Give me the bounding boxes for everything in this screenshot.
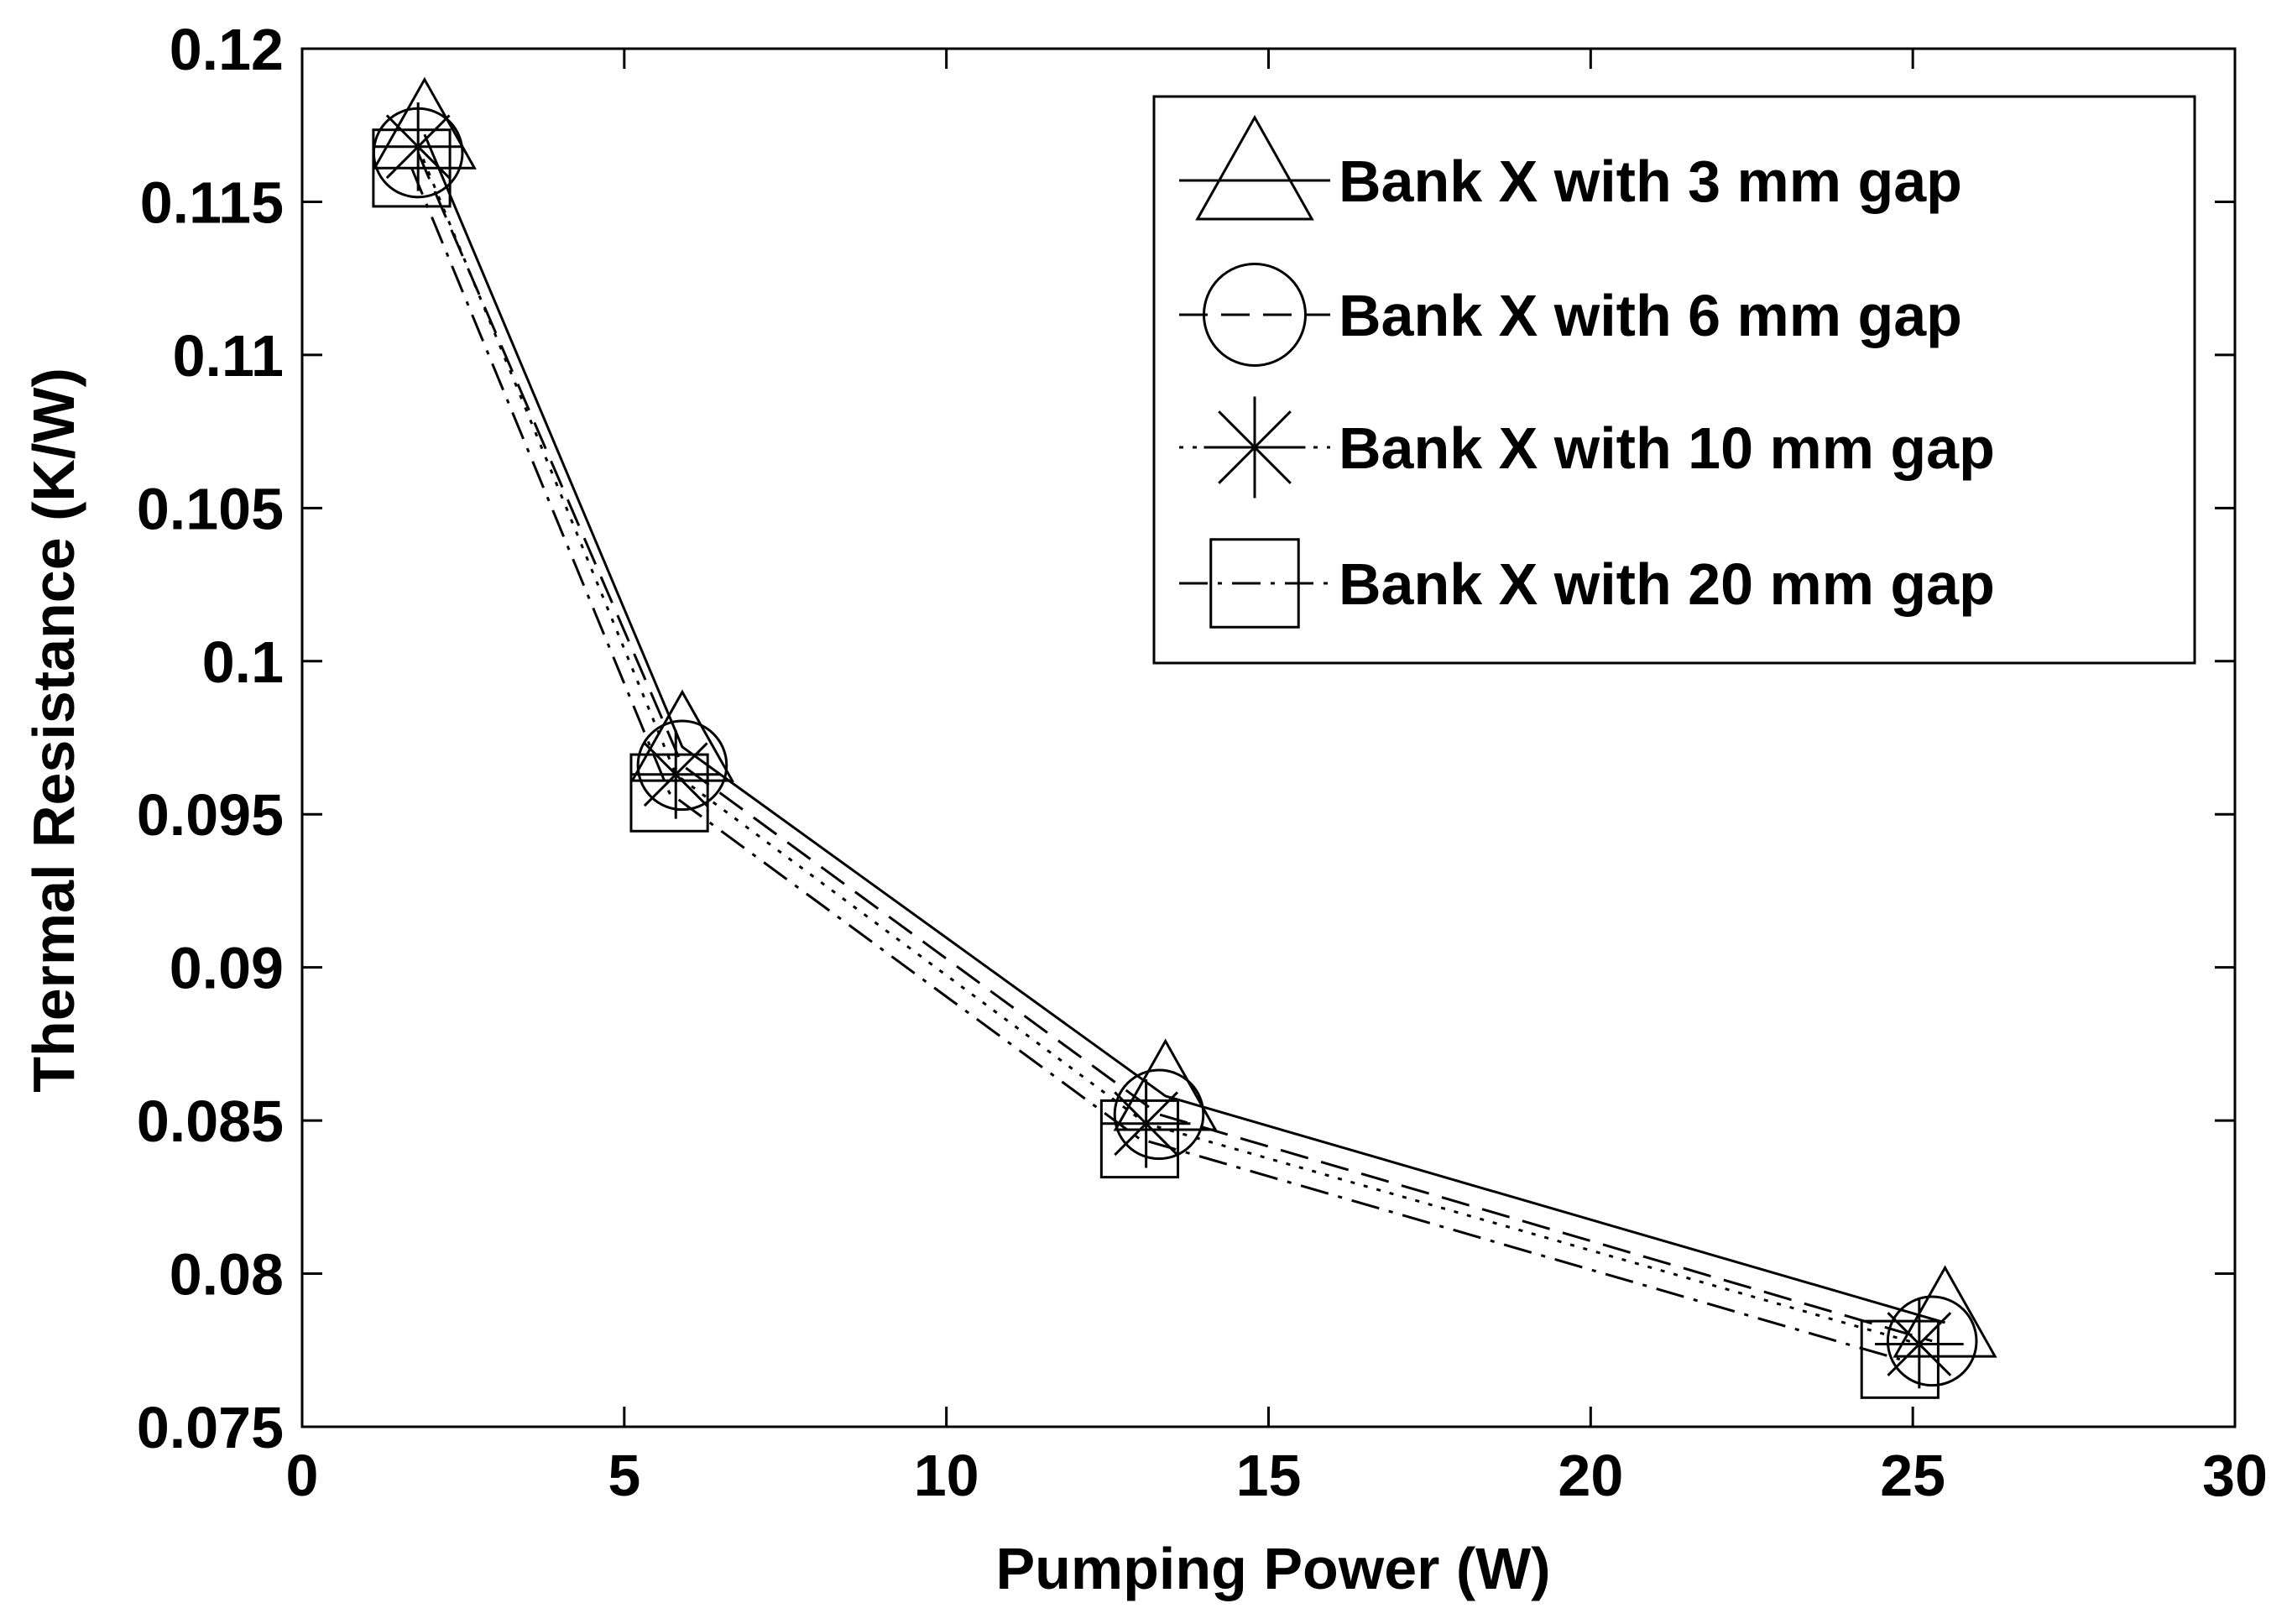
marker-star-stroke (385, 114, 451, 180)
data-point (636, 719, 728, 812)
legend-marker (1203, 396, 1306, 499)
x-tick-label: 10 (914, 1443, 979, 1508)
legend: Bank X with 3 mm gap Bank X with 6 mm gap… (1152, 95, 2196, 665)
data-point (1886, 1295, 1978, 1387)
legend-label: Bank X with 20 mm gap (1339, 551, 1995, 617)
marker-triangle (1113, 1038, 1218, 1131)
data-point (629, 753, 709, 833)
legend-entry: Bank X with 10 mm gap (1179, 396, 1995, 499)
y-tick-label: 0.095 (137, 782, 284, 848)
marker-star-stroke (1114, 1091, 1179, 1157)
legend-label: Bank X with 3 mm gap (1339, 149, 1962, 214)
data-point (373, 102, 462, 191)
y-tick-label: 0.075 (137, 1395, 284, 1460)
legend-box (1152, 95, 2196, 665)
marker-circle (1113, 1068, 1205, 1161)
legend-marker (1195, 114, 1314, 221)
marker-star-stroke (1218, 410, 1292, 484)
axes: 0 5 10 15 20 25 30 0.075 0.08 0.085 0.09 0.095 0.1 0.… (137, 17, 2268, 1508)
plot-area (372, 76, 1997, 1399)
series-line (416, 152, 1933, 1343)
marker-star-stroke (1887, 1312, 1952, 1376)
marker-square (1209, 538, 1300, 629)
legend-label: Bank X with 6 mm gap (1339, 283, 1962, 348)
x-tick-label: 5 (608, 1443, 640, 1508)
series-line (410, 167, 1901, 1361)
marker-square (372, 128, 452, 208)
y-tick-label: 0.12 (170, 17, 284, 82)
x-tick-label: 25 (1880, 1443, 1945, 1508)
marker-circle (636, 719, 728, 812)
marker-square (1860, 1319, 1940, 1399)
y-tick-label: 0.085 (137, 1089, 284, 1154)
x-tick-label: 30 (2202, 1443, 2268, 1508)
y-tick-label: 0.115 (140, 170, 284, 235)
series-3 (373, 102, 1964, 1389)
legend-marker (1203, 263, 1307, 367)
x-tick-label: 15 (1236, 1443, 1302, 1508)
y-tick-label: 0.08 (170, 1242, 284, 1308)
legend-entry: Bank X with 20 mm gap (1179, 538, 1995, 629)
y-tick-label: 0.1 (202, 629, 284, 695)
data-point (1101, 1078, 1191, 1168)
marker-square (629, 753, 709, 833)
data-point (1113, 1038, 1218, 1131)
data-point (372, 128, 452, 208)
legend-entry: Bank X with 3 mm gap (1179, 114, 1962, 221)
x-tick-label: 20 (1558, 1443, 1623, 1508)
legend-label: Bank X with 10 mm gap (1339, 415, 1995, 481)
legend-entry: Bank X with 6 mm gap (1179, 263, 1962, 367)
data-point (1860, 1319, 1940, 1399)
series-line (423, 133, 1945, 1324)
marker-triangle (1195, 114, 1314, 221)
marker-square (1099, 1099, 1180, 1179)
y-tick-label: 0.105 (137, 476, 284, 541)
y-tick-label: 0.11 (173, 323, 284, 389)
legend-marker (1209, 538, 1300, 629)
x-tick-label: 0 (286, 1443, 319, 1508)
y-tick-label: 0.09 (170, 936, 284, 1001)
data-point (1875, 1299, 1964, 1389)
series-4 (372, 128, 1940, 1399)
data-point (1113, 1068, 1205, 1161)
x-axis-label: Pumping Power (W) (995, 1536, 1550, 1601)
y-axis-label: Thermal Resistance (K/W) (21, 368, 86, 1093)
marker-circle (1203, 263, 1307, 367)
marker-circle (1886, 1295, 1978, 1387)
data-point (1099, 1099, 1180, 1179)
series-line (416, 146, 1920, 1345)
